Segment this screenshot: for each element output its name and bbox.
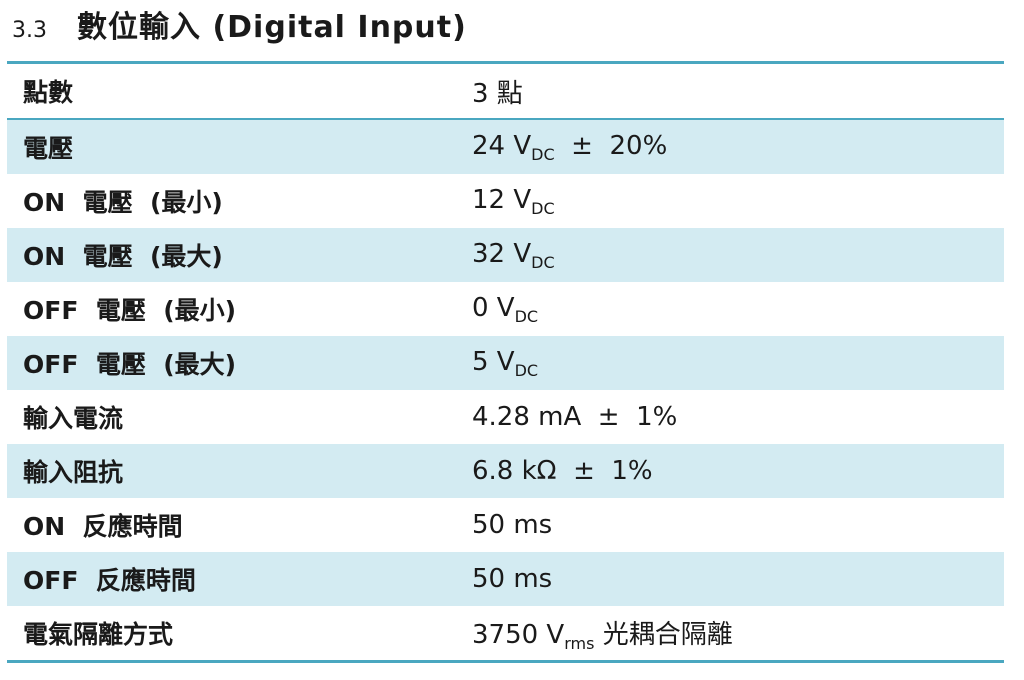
row-value: 5 VDC — [472, 346, 539, 380]
row-value: 50 ms — [472, 564, 553, 594]
row-value: 6.8 kΩ ± 1% — [472, 456, 653, 486]
section-number: 3.3 — [12, 18, 47, 43]
digital-input-spec-table: 點數 3 點 電壓 24 VDC ± 20% ON 電壓 (最小) 12 VDC… — [7, 61, 1004, 663]
row-value: 12 VDC — [472, 184, 555, 218]
row-label: 電氣隔離方式 — [23, 620, 174, 649]
table-row-voltage: 電壓 24 VDC ± 20% — [7, 120, 1004, 174]
row-label: 電壓 — [23, 134, 74, 163]
table-row-off-response-time: OFF 反應時間 50 ms — [7, 552, 1004, 606]
row-label: 輸入阻抗 — [23, 458, 124, 487]
row-value: 50 ms — [472, 510, 553, 540]
row-value: 32 VDC — [472, 238, 555, 272]
table-row-on-voltage-min: ON 電壓 (最小) 12 VDC — [7, 174, 1004, 228]
table-row-points: 點數 3 點 — [7, 64, 1004, 120]
table-row-on-voltage-max: ON 電壓 (最大) 32 VDC — [7, 228, 1004, 282]
row-label: OFF 電壓 (最小) — [23, 296, 237, 325]
row-label: ON 電壓 (最大) — [23, 242, 223, 271]
row-label: OFF 電壓 (最大) — [23, 350, 237, 379]
row-value: 4.28 mA ± 1% — [472, 402, 678, 432]
row-label: OFF 反應時間 — [23, 566, 196, 595]
section-title: 數位輸入 (Digital Input) — [77, 10, 467, 45]
row-label: ON 反應時間 — [23, 512, 183, 541]
section-heading: 3.3 數位輸入 (Digital Input) — [12, 2, 467, 46]
row-value: 3 點 — [472, 78, 523, 109]
table-row-off-voltage-max: OFF 電壓 (最大) 5 VDC — [7, 336, 1004, 390]
row-value: 0 VDC — [472, 292, 539, 326]
table-row-off-voltage-min: OFF 電壓 (最小) 0 VDC — [7, 282, 1004, 336]
row-label: 輸入電流 — [23, 404, 124, 433]
row-label: ON 電壓 (最小) — [23, 188, 223, 217]
row-value: 3750 Vrms 光耦合隔離 — [472, 619, 733, 653]
table-row-on-response-time: ON 反應時間 50 ms — [7, 498, 1004, 552]
table-row-input-impedance: 輸入阻抗 6.8 kΩ ± 1% — [7, 444, 1004, 498]
table-row-isolation: 電氣隔離方式 3750 Vrms 光耦合隔離 — [7, 606, 1004, 660]
table-row-input-current: 輸入電流 4.28 mA ± 1% — [7, 390, 1004, 444]
row-label: 點數 — [23, 78, 74, 107]
row-value: 24 VDC ± 20% — [472, 130, 668, 164]
